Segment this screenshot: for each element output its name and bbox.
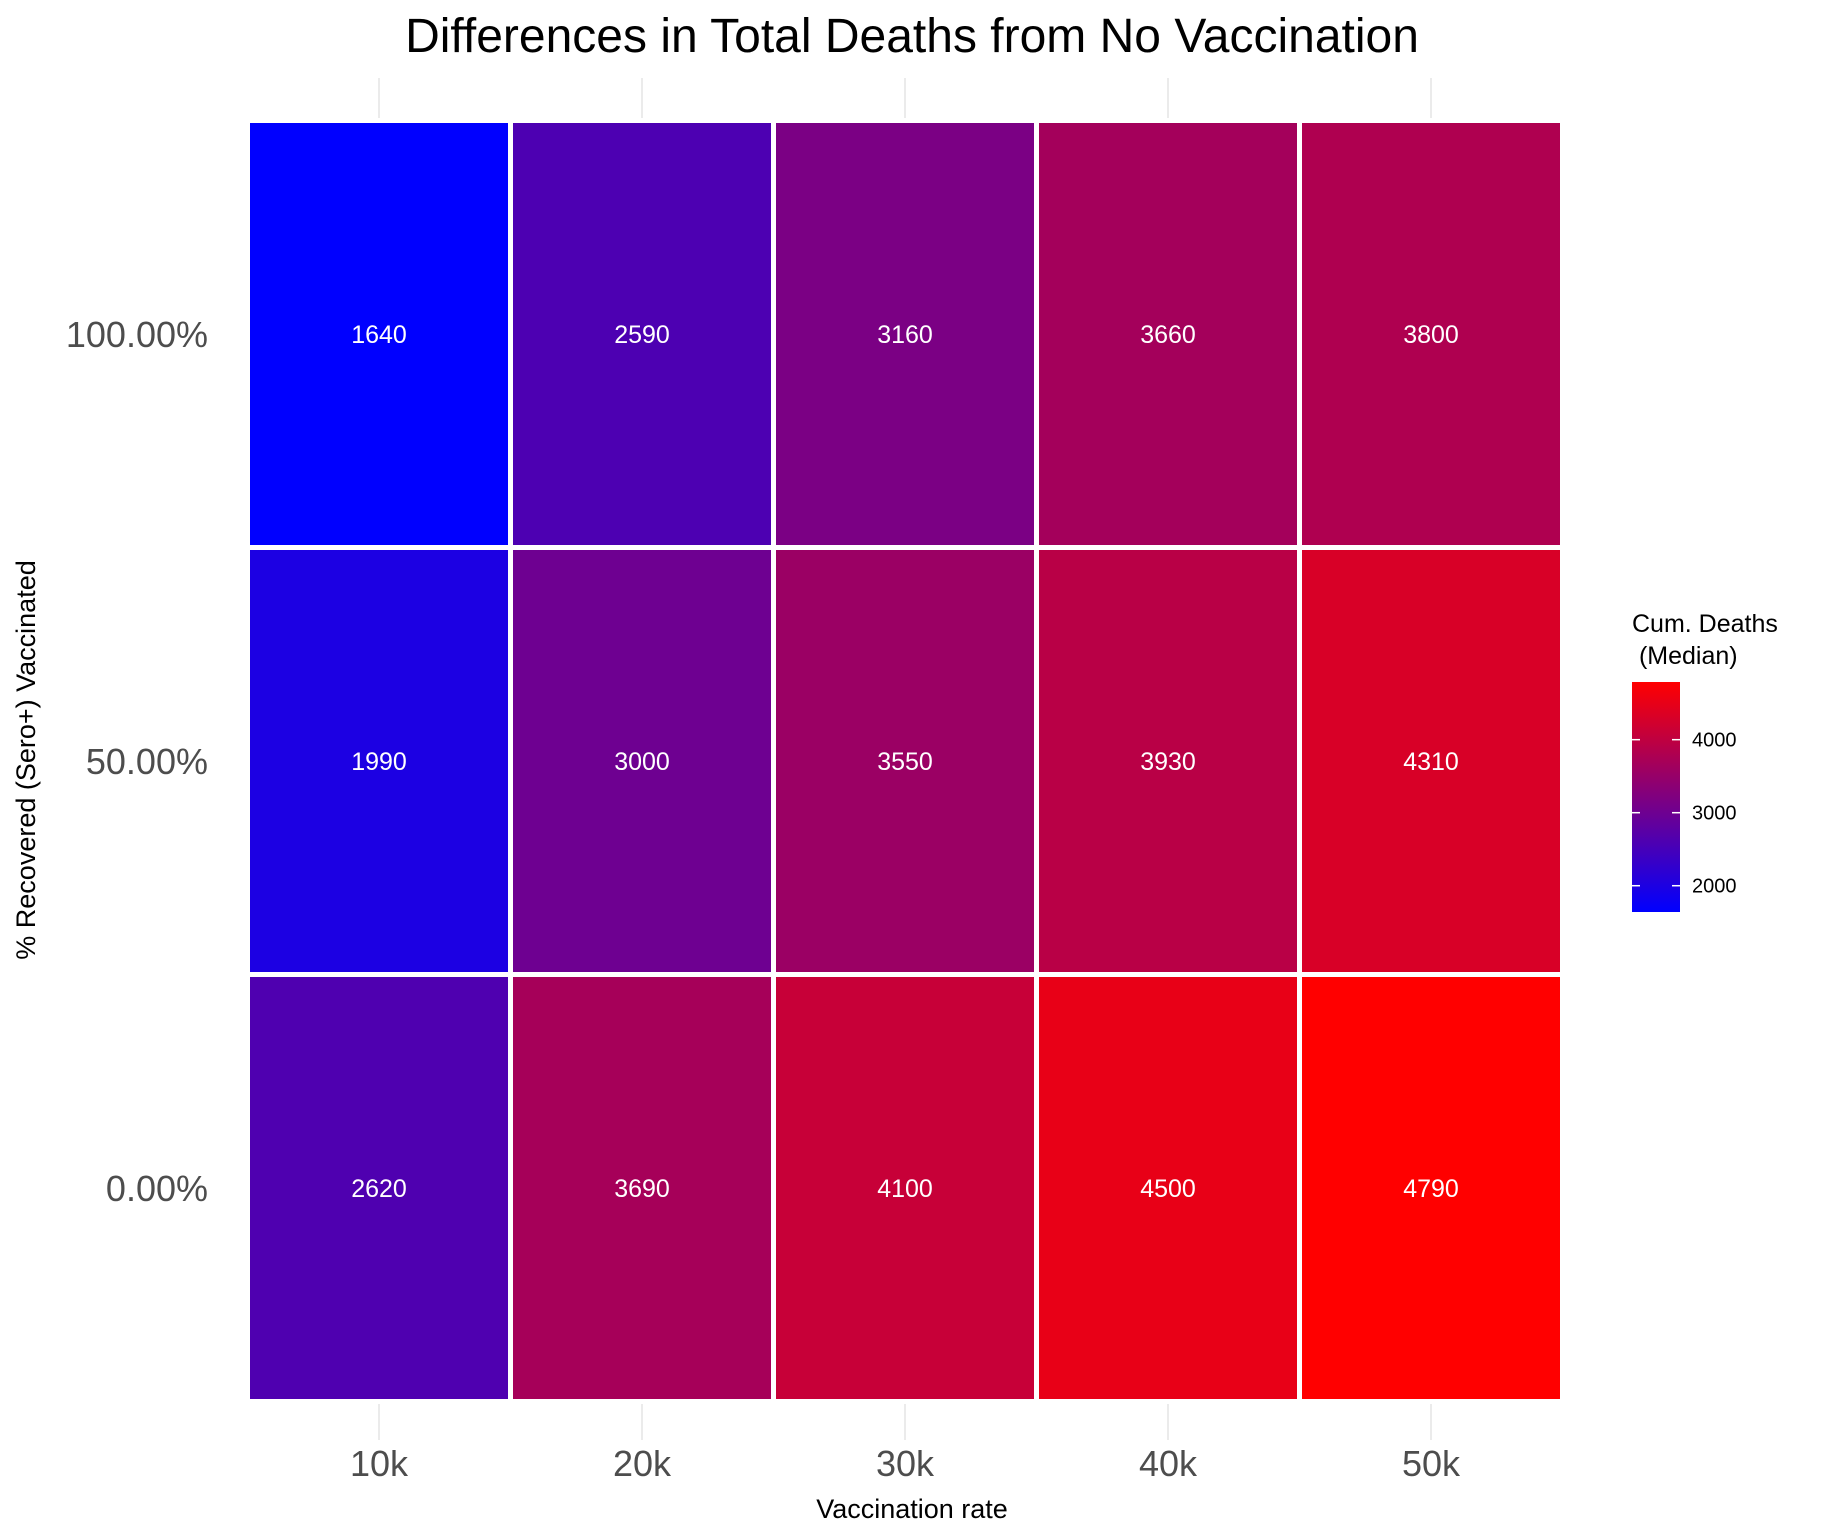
x-axis-label: Vaccination rate bbox=[816, 1494, 1008, 1524]
legend-tick-label: 4000 bbox=[1692, 730, 1737, 752]
cell-value-label: 3930 bbox=[1140, 748, 1196, 776]
cell-value-label: 3160 bbox=[877, 321, 933, 349]
legend-tick-label: 2000 bbox=[1692, 876, 1737, 898]
x-tick-label: 30k bbox=[876, 1443, 935, 1484]
heatmap-cell bbox=[1034, 545, 1302, 977]
y-axis-label: % Recovered (Sero+) Vaccinated bbox=[11, 560, 41, 959]
cell-value-label: 2620 bbox=[351, 1175, 407, 1203]
x-tick-label: 20k bbox=[613, 1443, 672, 1484]
heatmap-cells bbox=[245, 118, 1565, 1404]
x-axis-ticks: 10k 20k 30k 40k 50k bbox=[350, 1443, 1461, 1484]
cell-value-label: 4790 bbox=[1403, 1175, 1459, 1203]
x-tick-label: 50k bbox=[1402, 1443, 1461, 1484]
legend-tick-label: 3000 bbox=[1692, 803, 1737, 825]
cell-value-label: 4500 bbox=[1140, 1175, 1196, 1203]
cell-value-label: 1640 bbox=[351, 321, 407, 349]
legend-colorbar bbox=[1632, 682, 1680, 912]
cell-value-label: 2590 bbox=[614, 321, 670, 349]
chart-title: Differences in Total Deaths from No Vacc… bbox=[405, 10, 1419, 63]
cell-value-label: 3660 bbox=[1140, 321, 1196, 349]
color-legend: Cum. Deaths (Median) 2000 3000 4000 bbox=[1632, 610, 1778, 912]
cell-value-label: 3800 bbox=[1403, 321, 1459, 349]
cell-value-label: 4310 bbox=[1403, 748, 1459, 776]
cell-value-label: 3550 bbox=[877, 748, 933, 776]
cell-value-label: 3000 bbox=[614, 748, 670, 776]
cell-labels: 2620 3690 4100 4500 4790 1990 3000 3550 3930 4310… bbox=[351, 321, 1459, 1203]
legend-title-line2: (Median) bbox=[1632, 642, 1738, 670]
x-tick-label: 10k bbox=[350, 1443, 409, 1484]
y-tick-label: 100.00% bbox=[66, 314, 208, 355]
heatmap-cell bbox=[508, 118, 776, 550]
heatmap-cell bbox=[1297, 545, 1565, 977]
heatmap-cell bbox=[771, 118, 1039, 550]
legend-title-line1: Cum. Deaths bbox=[1632, 610, 1778, 638]
heatmap-cell bbox=[1297, 118, 1565, 550]
heatmap-cell bbox=[1034, 118, 1302, 550]
heatmap-cell bbox=[245, 118, 513, 550]
y-axis-ticks: 0.00% 50.00% 100.00% bbox=[66, 314, 208, 1209]
x-tick-label: 40k bbox=[1139, 1443, 1198, 1484]
heatmap-cell bbox=[771, 545, 1039, 977]
cell-value-label: 3690 bbox=[614, 1175, 670, 1203]
y-tick-label: 50.00% bbox=[86, 741, 208, 782]
y-tick-label: 0.00% bbox=[106, 1168, 208, 1209]
legend-ticks: 2000 3000 4000 bbox=[1632, 730, 1737, 898]
cell-value-label: 4100 bbox=[877, 1175, 933, 1203]
heatmap-cell bbox=[245, 972, 513, 1404]
cell-value-label: 1990 bbox=[351, 748, 407, 776]
heatmap-cell bbox=[508, 972, 776, 1404]
heatmap-cell bbox=[1297, 972, 1565, 1404]
